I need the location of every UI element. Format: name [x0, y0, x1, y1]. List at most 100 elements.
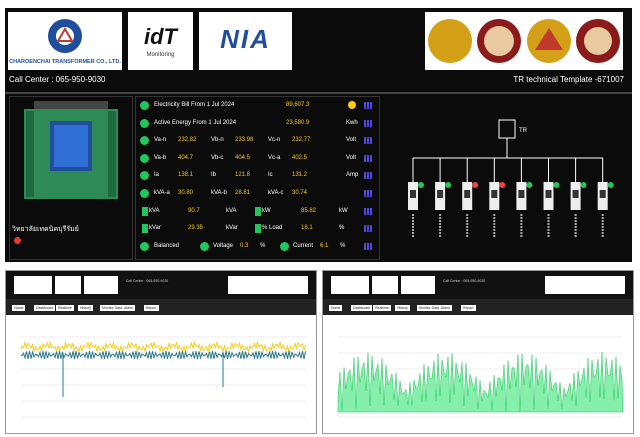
- breaker-handle: [545, 190, 552, 198]
- power-unit: kVar: [226, 225, 238, 232]
- nav-tab: Home: [329, 305, 343, 311]
- status-dot: [140, 118, 149, 128]
- screen-logo: [372, 276, 398, 294]
- balance-item: Current: [293, 242, 314, 249]
- reading-label: Electricity Bill From 1 Jul 2024: [154, 102, 235, 108]
- phase-value: 404.7: [178, 154, 194, 161]
- phase-label: Vb-c: [211, 154, 224, 161]
- nav-tab: History: [395, 305, 410, 311]
- power-icon: [142, 224, 148, 234]
- screen-call-center: Call Center : 065-950-9030: [443, 279, 486, 283]
- transformer-label: TR: [519, 128, 528, 134]
- power-unit: kW: [339, 207, 348, 214]
- screen-seals: [545, 276, 625, 294]
- power-label: kVar: [149, 225, 161, 232]
- idt-logo: idT Monitoring: [128, 12, 193, 70]
- breaker-handle: [464, 190, 471, 198]
- balance-unit: %: [260, 242, 266, 249]
- phase-value: 233.98: [235, 137, 254, 144]
- breaker-status: [499, 182, 506, 188]
- plot-area: [11, 317, 311, 429]
- phase-value: 402.5: [292, 154, 308, 161]
- power-icon: [255, 206, 261, 216]
- single-line-diagram: TR: [408, 119, 614, 238]
- breaker-handle: [518, 190, 525, 198]
- template-id: TR technical Template -671007: [513, 75, 624, 84]
- power-value: 29.35: [188, 225, 204, 232]
- trend-chart: [328, 317, 628, 429]
- screen-logo: [84, 276, 118, 294]
- reading-value: 89,607.3: [286, 102, 310, 108]
- reading-value: 23,580.9: [286, 119, 310, 126]
- signal-icon: [364, 102, 372, 109]
- phase-label: kVA-c: [268, 190, 284, 196]
- divider: [5, 92, 632, 94]
- signal-icon: [364, 225, 372, 233]
- seal-icons: [428, 19, 620, 63]
- phase-value: 30.80: [178, 190, 194, 196]
- company-name: CHAROENCHAI TRANSFORMER CO., LTD.: [9, 59, 121, 65]
- readings-panel: Electricity Bill From 1 Jul 2024 89,607.3…: [135, 96, 380, 260]
- company-logo: CHAROENCHAI TRANSFORMER CO., LTD.: [8, 12, 122, 70]
- phase-label: Vb-n: [211, 137, 224, 144]
- signal-icon: [364, 242, 372, 250]
- breaker-handle: [572, 190, 579, 198]
- screen-seals: [228, 276, 308, 294]
- phase-label: kVA-b: [211, 190, 227, 196]
- status-dot: [140, 171, 149, 181]
- power-icon: [142, 206, 148, 216]
- balance-item: Voltage: [213, 242, 234, 249]
- phase-value: 131.2: [292, 172, 308, 179]
- nav-tab: Home: [12, 305, 26, 311]
- phase-label: Vc-n: [268, 137, 281, 144]
- screen-logo: [331, 276, 369, 294]
- reading-unit: Amp: [346, 172, 359, 179]
- report-screen: Call Center : 065-950-9030 Home Dashboard R…: [322, 270, 634, 434]
- breaker-handle: [491, 190, 498, 198]
- nav-tab: Dashboard: [351, 305, 373, 311]
- status-dot: [140, 136, 149, 146]
- status-dot: [140, 153, 149, 163]
- phase-value: 30.74: [292, 190, 308, 196]
- brand: idT: [144, 24, 177, 49]
- screen-logo: [401, 276, 435, 294]
- screen-nav: [6, 299, 316, 315]
- seals: [425, 12, 623, 70]
- power-label: % Load: [262, 225, 283, 232]
- signal-icon: [364, 172, 372, 180]
- breaker-status: [553, 182, 560, 188]
- reading-unit: Volt: [346, 154, 357, 161]
- location-pin: [14, 237, 21, 244]
- balance-unit: %: [340, 242, 346, 249]
- screen-logo: [55, 276, 81, 294]
- status-dot: [200, 241, 209, 251]
- brand-sub: Monitoring: [146, 52, 175, 58]
- signal-icon: [364, 154, 372, 162]
- power-value: 85.82: [301, 207, 317, 214]
- breaker-status: [445, 182, 452, 188]
- trend-line: [20, 350, 306, 360]
- trend-area: [337, 352, 624, 413]
- partner: NIA: [220, 24, 271, 54]
- phase-value: 28.81: [235, 190, 251, 196]
- power-value: 18.1: [301, 225, 313, 232]
- screen-logo: [14, 276, 52, 294]
- breaker-status: [418, 182, 424, 188]
- status-dot: [140, 241, 149, 251]
- trend-chart: [11, 317, 311, 429]
- transformer-image: [24, 101, 118, 199]
- status-dot: [280, 241, 289, 251]
- phase-label: Va-b: [154, 154, 167, 161]
- signal-icon: [364, 190, 372, 197]
- trend-line: [20, 340, 306, 354]
- signal-icon: [364, 137, 372, 145]
- power-label: kVA: [149, 207, 160, 214]
- signal-icon: [364, 207, 372, 215]
- nav-tab: Realtime: [373, 305, 391, 311]
- nav-tab: Monitor Data: [417, 305, 442, 311]
- nav-tab: Alarm: [122, 305, 136, 311]
- phase-value: 232.77: [292, 137, 311, 144]
- history-screen: Call Center : 065-950-9030 Home Dashboard R…: [5, 270, 317, 434]
- power-value: 90.7: [188, 207, 200, 214]
